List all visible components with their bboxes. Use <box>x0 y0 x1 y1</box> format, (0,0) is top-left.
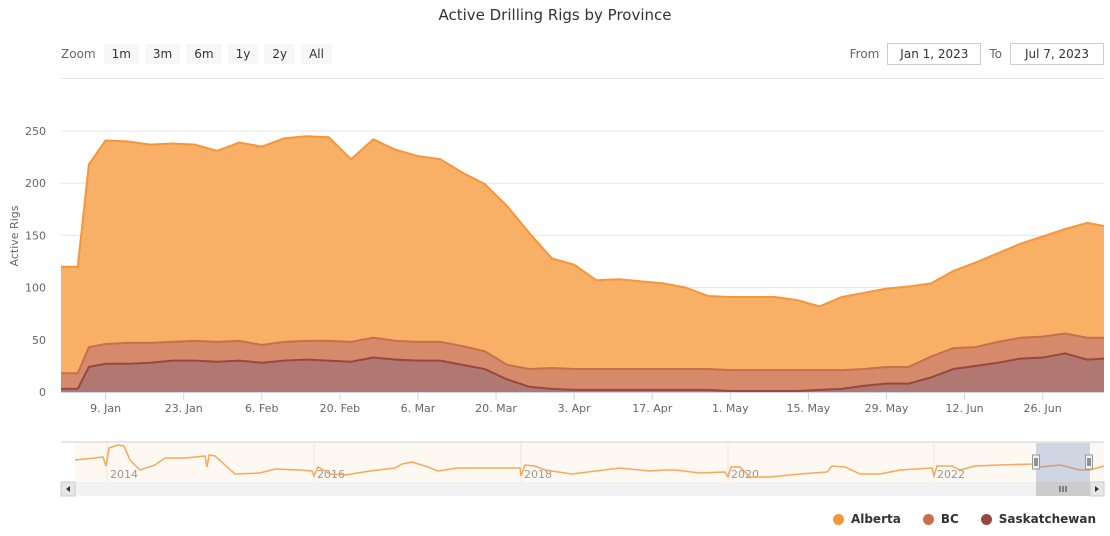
x-tick-label: 17. Apr <box>632 402 672 415</box>
navigator-left-handle[interactable] <box>1032 454 1040 470</box>
zoom-all-button[interactable]: All <box>301 44 332 64</box>
y-axis-title: Active Rigs <box>8 205 21 266</box>
x-tick-label: 1. May <box>712 402 749 415</box>
line-alberta <box>61 135 1105 308</box>
y-tick-label: 250 <box>25 125 46 138</box>
date-range: From Jan 1, 2023 To Jul 7, 2023 <box>850 43 1104 65</box>
x-tick-label: 23. Jan <box>165 402 203 415</box>
zoom-6m-button[interactable]: 6m <box>186 44 222 64</box>
scrollbar-thumb[interactable] <box>1036 482 1090 496</box>
line-saskatchewan <box>61 352 1105 392</box>
y-tick-label: 0 <box>39 386 46 399</box>
x-tick-label: 29. May <box>865 402 909 415</box>
zoom-1m-button[interactable]: 1m <box>103 44 139 64</box>
x-tick-label: 15. May <box>787 402 831 415</box>
navigator-year-label: 2022 <box>937 468 965 481</box>
legend-item-bc[interactable]: BC <box>922 512 959 526</box>
from-label: From <box>849 47 880 61</box>
navigator-area <box>75 443 1104 482</box>
saskatchewan-dot-icon <box>980 513 992 525</box>
scroll-left-button[interactable] <box>60 481 76 497</box>
x-tick-label: 20. Mar <box>475 402 517 415</box>
zoom-2y-button[interactable]: 2y <box>264 44 296 64</box>
y-tick-label: 50 <box>32 334 46 347</box>
navigator-series <box>74 444 1105 479</box>
y-tick-label: 150 <box>25 229 46 242</box>
navigator-right-handle[interactable] <box>1085 454 1093 470</box>
x-tick-label: 26. Jun <box>1024 402 1062 415</box>
to-label: To <box>989 47 1002 61</box>
chart-title: Active Drilling Rigs by Province <box>438 6 672 24</box>
y-tick-label: 200 <box>25 177 46 190</box>
x-tick-label: 3. Apr <box>558 402 591 415</box>
navigator-selection[interactable] <box>1036 443 1090 482</box>
zoom-3m-button[interactable]: 3m <box>144 44 181 64</box>
scroll-right-button[interactable] <box>1089 481 1105 497</box>
scrollbar-track[interactable] <box>61 482 1104 496</box>
x-tick-label: 12. Jun <box>945 402 983 415</box>
legend: Alberta BC Saskatchewan <box>832 512 1096 526</box>
arrow-right-icon <box>1095 486 1099 492</box>
toolbar-divider <box>61 78 1104 79</box>
area-alberta[interactable] <box>61 136 1104 392</box>
x-tick-label: 6. Feb <box>245 402 278 415</box>
to-date-input[interactable]: Jul 7, 2023 <box>1010 43 1104 65</box>
navigator-year-label: 2014 <box>110 468 138 481</box>
area-saskatchewan[interactable] <box>61 353 1104 392</box>
line-bc <box>61 332 1104 375</box>
bc-dot-icon <box>922 513 934 525</box>
legend-item-saskatchewan[interactable]: Saskatchewan <box>980 512 1096 526</box>
y-tick-label: 100 <box>25 282 46 295</box>
from-date-input[interactable]: Jan 1, 2023 <box>887 43 982 65</box>
x-tick-label: 9. Jan <box>90 402 121 415</box>
legend-item-alberta[interactable]: Alberta <box>832 512 901 526</box>
zoom-1y-button[interactable]: 1y <box>227 44 259 64</box>
zoom-bar: Zoom 1m 3m 6m 1y 2y All <box>61 44 332 64</box>
x-tick-label: 6. Mar <box>401 402 436 415</box>
navigator-year-label: 2018 <box>524 468 552 481</box>
alberta-dot-icon <box>832 513 844 525</box>
arrow-left-icon <box>66 486 70 492</box>
x-tick-label: 20. Feb <box>320 402 360 415</box>
navigator-year-label: 2020 <box>731 468 759 481</box>
zoom-label: Zoom <box>61 47 96 61</box>
